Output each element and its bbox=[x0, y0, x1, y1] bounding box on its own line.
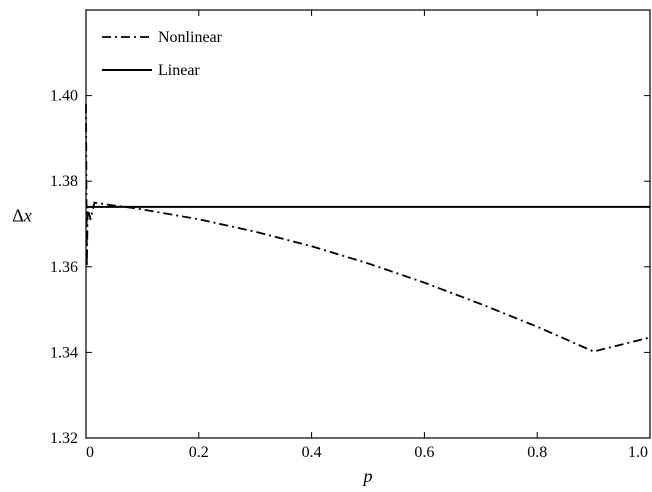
y-tick-label: 1.36 bbox=[50, 259, 78, 276]
y-tick-label: 1.40 bbox=[50, 88, 78, 105]
legend-label-nonlinear: Nonlinear bbox=[158, 29, 223, 46]
legend: Nonlinear Linear bbox=[102, 29, 223, 79]
x-axis-label: p bbox=[362, 466, 373, 486]
y-axis-label-prefix: Δ bbox=[12, 205, 24, 225]
y-tick-label: 1.34 bbox=[50, 344, 78, 361]
x-tick-label: 0 bbox=[86, 444, 94, 461]
x-tick-label: 0.2 bbox=[189, 444, 209, 461]
ticks: 0 0.2 0.4 0.6 0.8 1.0 1.32 1.34 1.36 1.38 1.40 bbox=[50, 10, 651, 461]
x-tick-label: 1.0 bbox=[628, 444, 648, 461]
x-tick-label: 0.8 bbox=[527, 444, 547, 461]
series bbox=[85, 104, 651, 353]
y-tick-label: 1.32 bbox=[50, 430, 78, 447]
legend-label-linear: Linear bbox=[158, 62, 200, 79]
x-tick-label: 0.4 bbox=[302, 444, 322, 461]
y-axis-label: Δx bbox=[12, 205, 32, 225]
series-line-nonlinear bbox=[85, 104, 651, 353]
y-axis-label-var: x bbox=[23, 205, 32, 225]
y-tick-label: 1.38 bbox=[50, 173, 78, 190]
x-tick-label: 0.6 bbox=[414, 444, 434, 461]
